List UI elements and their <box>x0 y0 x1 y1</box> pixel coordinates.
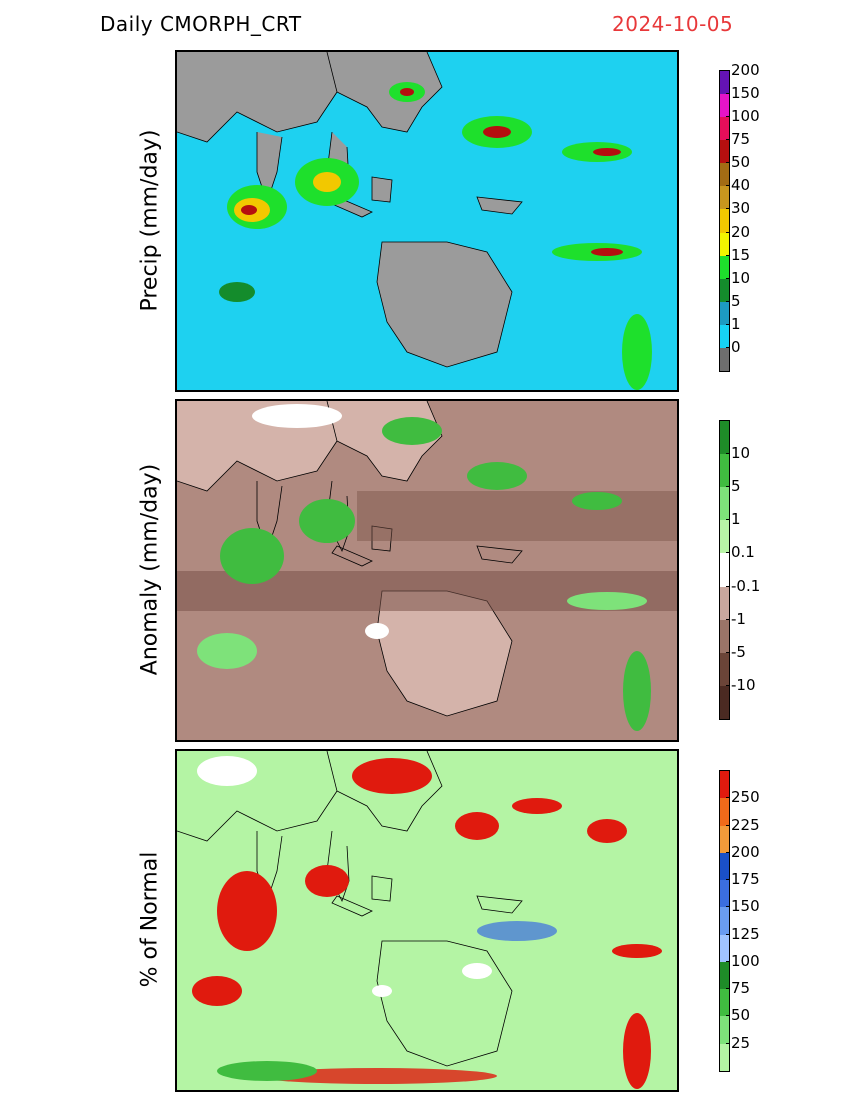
colorbar-swatch <box>720 934 729 962</box>
colorbar-swatch <box>720 117 729 141</box>
colorbar-swatch <box>720 586 729 620</box>
colorbar-tick-label: 0.1 <box>726 543 755 562</box>
landmass-asia-west <box>177 52 337 142</box>
colorbar-swatch <box>720 852 729 881</box>
colorbar-swatch <box>720 907 729 935</box>
anomaly-map <box>177 401 677 740</box>
colorbar-tick-label: 100 <box>726 951 760 970</box>
colorbar-tick-label: 5 <box>726 477 741 496</box>
colorbar-swatch <box>720 163 729 187</box>
percent-normal-map <box>177 751 677 1090</box>
colorbar-tick-label: 20 <box>725 222 751 241</box>
precip-map-panel <box>175 50 679 392</box>
precip-features <box>219 82 652 390</box>
colorbar-swatch <box>720 520 729 554</box>
precip-axis-label: Precip (mm/day) <box>137 129 163 312</box>
colorbar-tick-label: 200 <box>726 61 760 79</box>
colorbar-swatch <box>720 619 729 653</box>
colorbar-swatch <box>720 771 729 799</box>
percent-normal-map-panel <box>175 749 679 1092</box>
percent-normal-axis-label: % of Normal <box>137 851 163 988</box>
colorbar-swatch <box>720 94 729 118</box>
colorbar-tick-label: 10 <box>725 444 751 463</box>
colorbar-tick-label: 100 <box>726 107 760 126</box>
colorbar-tick-label: -1 <box>726 609 746 628</box>
colorbar-swatch <box>720 487 729 521</box>
colorbar-swatch <box>720 1043 729 1071</box>
colorbar-swatch <box>720 209 729 233</box>
colorbar-tick-label: -0.1 <box>725 576 761 595</box>
colorbar-swatch <box>720 421 729 455</box>
colorbar-swatch <box>720 1016 729 1044</box>
colorbar-swatch <box>720 278 729 302</box>
landmass-new-guinea <box>477 197 522 214</box>
colorbar-swatch <box>720 454 729 488</box>
colorbar-swatch <box>720 685 729 719</box>
colorbar-tick-label: 150 <box>726 84 760 103</box>
colorbar-swatch <box>720 798 729 826</box>
colorbar-tick-label: 40 <box>725 176 751 195</box>
colorbar-swatch <box>720 989 729 1017</box>
colorbar-swatch <box>720 961 729 990</box>
colorbar-tick-label: 75 <box>725 979 751 998</box>
colorbar-tick-label: 10 <box>725 268 751 287</box>
colorbar-tick-label: 50 <box>725 153 751 172</box>
colorbar-tick-label: 225 <box>726 815 760 834</box>
colorbar-tick-label: 200 <box>726 842 760 861</box>
colorbar-swatch <box>720 347 729 372</box>
colorbar-tick-label: 150 <box>726 897 760 916</box>
colorbar-tick-label: 30 <box>725 199 751 218</box>
colorbar-swatch <box>720 553 729 587</box>
colorbar-tick-label: 1 <box>726 314 741 333</box>
colorbar-tick-label: -10 <box>726 675 756 694</box>
precip-colorbar <box>719 70 730 372</box>
colorbar-swatch <box>720 186 729 210</box>
landmass-india <box>257 132 282 202</box>
colorbar-tick-label: 250 <box>726 788 760 807</box>
chart-title: Daily CMORPH_CRT <box>100 12 302 36</box>
colorbar-tick-label: 0 <box>726 337 741 356</box>
colorbar-tick-label: 1 <box>726 510 741 529</box>
colorbar-tick-label: 125 <box>726 924 760 943</box>
colorbar-tick-label: 25 <box>725 1033 751 1052</box>
colorbar-swatch <box>720 324 729 348</box>
anomaly-features <box>177 404 677 731</box>
coastlines <box>177 401 523 717</box>
anomaly-axis-label: Anomaly (mm/day) <box>137 463 163 676</box>
colorbar-tick-label: -5 <box>726 642 746 661</box>
colorbar-swatch <box>720 255 729 279</box>
percent-normal-features <box>192 756 662 1089</box>
colorbar-tick-label: 5 <box>726 291 741 310</box>
colorbar-swatch <box>720 140 729 164</box>
date-label: 2024-10-05 <box>612 12 734 36</box>
colorbar-swatch <box>720 880 729 908</box>
colorbar-tick-label: 50 <box>725 1006 751 1025</box>
landmass-borneo <box>372 177 392 202</box>
anomaly-map-panel <box>175 399 679 742</box>
colorbar-tick-label: 175 <box>726 870 760 889</box>
colorbar-swatch <box>720 71 729 95</box>
colorbar-swatch <box>720 652 729 686</box>
precip-map <box>177 52 677 390</box>
colorbar-tick-label: 15 <box>725 245 751 264</box>
percent-normal-colorbar <box>719 770 730 1072</box>
colorbar-tick-label: 75 <box>725 130 751 149</box>
anomaly-colorbar <box>719 420 730 720</box>
colorbar-swatch <box>720 232 729 256</box>
colorbar-swatch <box>720 825 729 853</box>
landmass-asia-east <box>327 52 442 132</box>
landmass-australia <box>377 242 512 367</box>
colorbar-swatch <box>720 301 729 325</box>
